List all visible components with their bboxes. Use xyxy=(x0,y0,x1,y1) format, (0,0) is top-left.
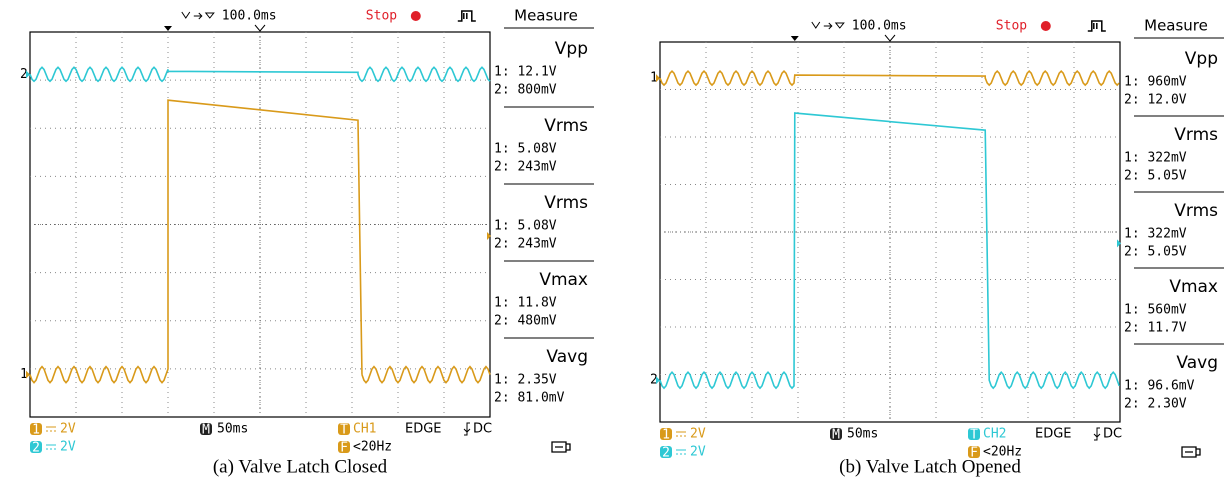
timebase-icon xyxy=(182,12,214,19)
caption: (b) Valve Latch Opened xyxy=(839,456,1021,477)
dc-icon xyxy=(676,450,686,454)
trigger-pos xyxy=(164,26,172,31)
usb-icon xyxy=(552,442,570,452)
ch2-badge-text: 2 xyxy=(662,446,670,461)
measure-ch1: 1: 322mV xyxy=(1124,227,1187,242)
measure-name: Vpp xyxy=(555,39,588,59)
measure-ch1: 1: 960mV xyxy=(1124,75,1187,90)
ch2-scale: 2V xyxy=(690,445,706,460)
ch2-scale: 2V xyxy=(60,440,76,455)
trigger-badge-text: T xyxy=(970,428,978,443)
timebase: 100.0ms xyxy=(852,19,907,34)
edge-icon xyxy=(1094,428,1100,440)
measure-ch1: 1: 11.8V xyxy=(494,296,557,311)
ch2-badge-text: 2 xyxy=(32,441,40,456)
time-div: 50ms xyxy=(217,422,248,437)
measure-ch1: 1: 12.1V xyxy=(494,65,557,80)
measure-ch2: 2: 243mV xyxy=(494,160,557,175)
measure-ch2: 2: 480mV xyxy=(494,314,557,329)
measure-name: Vmax xyxy=(1169,277,1218,297)
measure-name: Vavg xyxy=(546,347,588,367)
measure-ch1: 1: 322mV xyxy=(1124,151,1187,166)
time-badge-text: M xyxy=(202,423,210,438)
time-badge-text: M xyxy=(832,428,840,443)
measure-name: Vrms xyxy=(544,193,588,213)
measure-ch2: 2: 243mV xyxy=(494,237,557,252)
measure-ch1: 1: 5.08V xyxy=(494,219,557,234)
ch1-badge-text: 1 xyxy=(32,423,40,438)
trace-top xyxy=(30,67,490,81)
measure-name: Vavg xyxy=(1176,353,1218,373)
trigger-source: CH1 xyxy=(353,422,376,437)
measure-name: Vrms xyxy=(1174,125,1218,145)
page: {"panels": [ {"header": {"timebase": "10… xyxy=(0,0,1224,484)
trigger-type: EDGE xyxy=(1035,427,1072,442)
run-status: Stop xyxy=(996,19,1027,34)
dc-icon xyxy=(46,427,56,431)
measure-title: Measure xyxy=(514,7,578,25)
timebase-icon xyxy=(812,22,844,29)
trigger-pos xyxy=(791,36,799,41)
edge-icon xyxy=(464,423,470,435)
measure-ch2: 2: 12.0V xyxy=(1124,93,1187,108)
measure-ch2: 2: 800mV xyxy=(494,83,557,98)
measure-ch2: 2: 5.05V xyxy=(1124,169,1187,184)
figure: 2 1 100.0ms Stop Measure Vpp 1: 12.1V 2: 800mV V… xyxy=(0,0,1224,484)
dc-icon xyxy=(46,445,56,449)
usb-icon xyxy=(1182,447,1200,457)
ch1-scale: 2V xyxy=(690,427,706,442)
measure-ch1: 1: 5.08V xyxy=(494,142,557,157)
stop-dot xyxy=(1041,21,1051,31)
ch1-scale: 2V xyxy=(60,422,76,437)
measure-name: Vrms xyxy=(1174,201,1218,221)
measure-name: Vpp xyxy=(1185,49,1218,69)
measure-ch2: 2: 11.7V xyxy=(1124,321,1187,336)
pulse-icon xyxy=(1088,21,1106,31)
trigger-source: CH2 xyxy=(983,427,1006,442)
measure-ch2: 2: 81.0mV xyxy=(494,391,565,406)
center-pos xyxy=(255,25,265,31)
dc-icon xyxy=(676,432,686,436)
measure-title: Measure xyxy=(1144,17,1208,35)
measure-name: Vmax xyxy=(539,270,588,290)
center-pos xyxy=(885,35,895,41)
measure-ch1: 1: 2.35V xyxy=(494,373,557,388)
measure-ch1: 1: 560mV xyxy=(1124,303,1187,318)
freq-badge-text: F xyxy=(340,441,348,456)
trigger-type: EDGE xyxy=(405,422,442,437)
caption: (a) Valve Latch Closed xyxy=(213,456,388,477)
timebase: 100.0ms xyxy=(222,9,277,24)
measure-ch2: 2: 2.30V xyxy=(1124,397,1187,412)
stop-dot xyxy=(411,11,421,21)
pulse-icon xyxy=(458,11,476,21)
time-div: 50ms xyxy=(847,427,878,442)
ch1-badge-text: 1 xyxy=(662,428,670,443)
run-status: Stop xyxy=(366,9,397,24)
coupling: DC xyxy=(1103,427,1122,442)
measure-ch1: 1: 96.6mV xyxy=(1124,379,1195,394)
measure-name: Vrms xyxy=(544,116,588,136)
trigger-badge-text: T xyxy=(340,423,348,438)
coupling: DC xyxy=(473,422,492,437)
trigger-freq: <20Hz xyxy=(353,440,392,455)
measure-ch2: 2: 5.05V xyxy=(1124,245,1187,260)
